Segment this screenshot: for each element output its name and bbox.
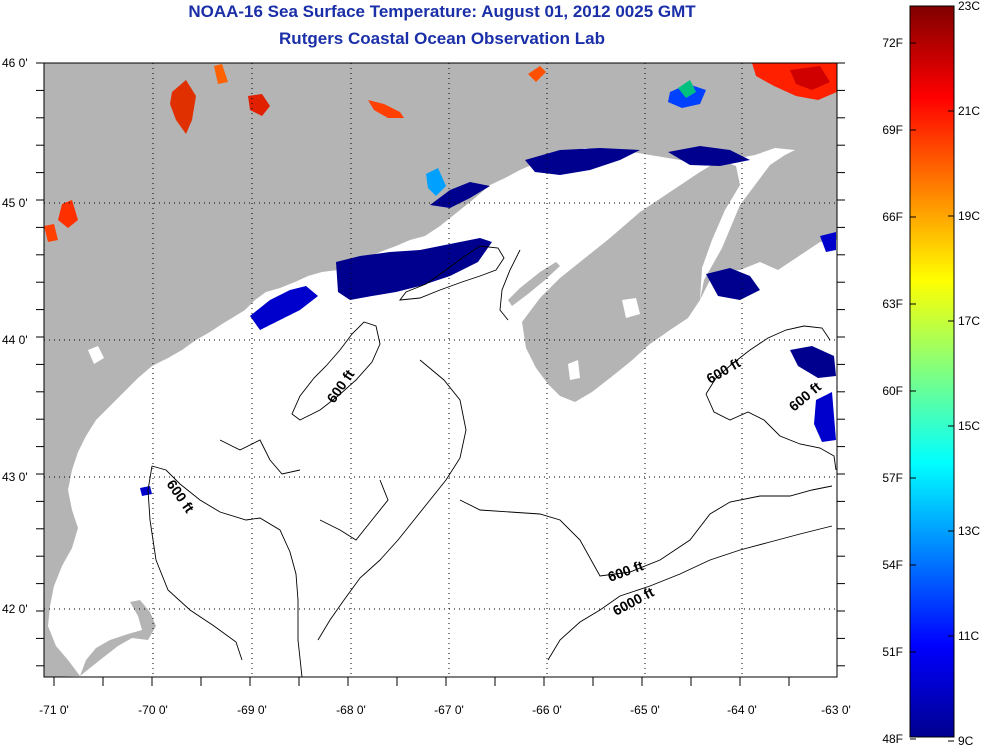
land-mainland [44, 63, 837, 677]
cloud-patches [88, 298, 640, 380]
lon-label: -65 0' [630, 703, 660, 717]
lon-label: -70 0' [138, 703, 168, 717]
lon-label: -66 0' [532, 703, 562, 717]
lat-label: 42 0' [2, 602, 28, 616]
longitude-axis: -71 0' -70 0' -69 0' -68 0' -67 0' -66 0… [39, 703, 851, 717]
lon-label: -68 0' [336, 703, 366, 717]
lat-label: 46 0' [2, 56, 28, 70]
lon-label: -69 0' [237, 703, 267, 717]
latitude-axis: 46 0' 45 0' 44 0' 43 0' 42 0' [2, 56, 28, 616]
lat-label: 45 0' [2, 196, 28, 210]
lon-label: -63 0' [821, 703, 851, 717]
bathymetry-contours [147, 245, 837, 678]
lon-label: -71 0' [39, 703, 69, 717]
sst-patches [44, 63, 837, 496]
land-cape-cod [80, 600, 156, 676]
land-nova-scotia [522, 160, 740, 402]
lat-label: 44 0' [2, 333, 28, 347]
map-title: NOAA-16 Sea Surface Temperature: August … [188, 2, 696, 21]
map-subtitle: Rutgers Coastal Ocean Observation Lab [279, 29, 605, 48]
axis-ticks [36, 62, 845, 686]
graticule [44, 63, 837, 677]
lat-label: 43 0' [2, 470, 28, 484]
map-frame [43, 62, 838, 678]
lon-label: -64 0' [727, 703, 757, 717]
lon-label: -67 0' [434, 703, 464, 717]
